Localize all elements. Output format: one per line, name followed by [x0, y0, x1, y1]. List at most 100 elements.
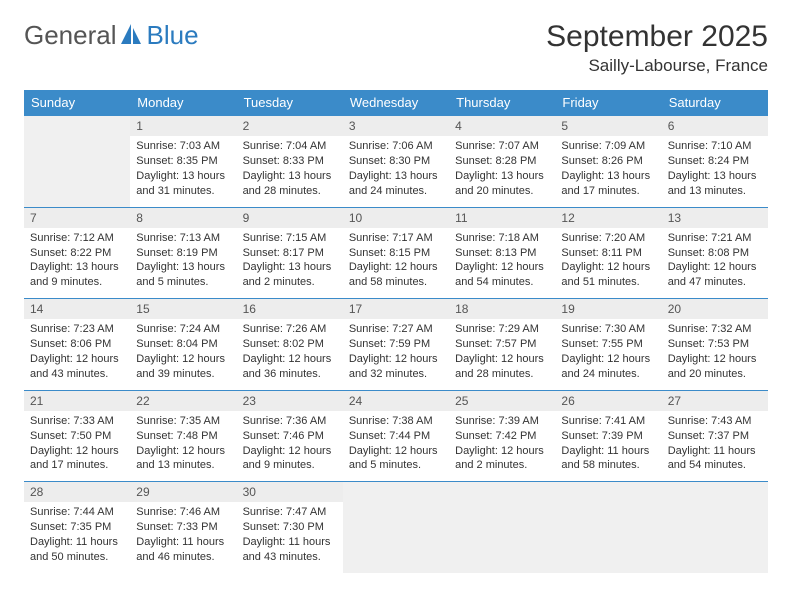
calendar-cell: 25 Sunrise: 7:39 AMSunset: 7:42 PMDayligh…: [449, 390, 555, 482]
calendar-row: 7Sunrise: 7:12 AMSunset: 8:22 PMDaylight…: [24, 207, 768, 299]
day-info: Sunrise: 7:24 AMSunset: 8:04 PMDaylight:…: [136, 322, 230, 381]
calendar-cell-empty: [24, 116, 130, 208]
day-info: Sunrise: 7:38 AMSunset: 7:44 PMDaylight:…: [349, 414, 443, 473]
calendar-cell: 24 Sunrise: 7:38 AMSunset: 7:44 PMDayligh…: [343, 390, 449, 482]
calendar-cell: 8 Sunrise: 7:13 AMSunset: 8:19 PMDaylight…: [130, 207, 236, 299]
day-info: Sunrise: 7:06 AMSunset: 8:30 PMDaylight:…: [349, 139, 443, 198]
calendar-cell: 9 Sunrise: 7:15 AMSunset: 8:17 PMDaylight…: [237, 207, 343, 299]
calendar-row: 1 Sunrise: 7:03 AMSunset: 8:35 PMDaylight…: [24, 116, 768, 208]
day-info: Sunrise: 7:29 AMSunset: 7:57 PMDaylight:…: [455, 322, 549, 381]
day-header-saturday: Saturday: [662, 90, 768, 116]
month-title: September 2025: [546, 20, 768, 54]
day-info: Sunrise: 7:07 AMSunset: 8:28 PMDaylight:…: [455, 139, 549, 198]
day-header-sunday: Sunday: [24, 90, 130, 116]
calendar-cell: 28 Sunrise: 7:44 AMSunset: 7:35 PMDayligh…: [24, 482, 130, 573]
day-info: Sunrise: 7:30 AMSunset: 7:55 PMDaylight:…: [561, 322, 655, 381]
day-number: 16: [237, 299, 343, 319]
day-info: Sunrise: 7:17 AMSunset: 8:15 PMDaylight:…: [349, 231, 443, 290]
day-header-row: SundayMondayTuesdayWednesdayThursdayFrid…: [24, 90, 768, 116]
day-header-monday: Monday: [130, 90, 236, 116]
page-header: General Blue September 2025 Sailly-Labou…: [24, 20, 768, 76]
day-header-thursday: Thursday: [449, 90, 555, 116]
logo-text-1: General: [24, 20, 117, 51]
day-info: Sunrise: 7:27 AMSunset: 7:59 PMDaylight:…: [349, 322, 443, 381]
day-number: 3: [343, 116, 449, 136]
day-number: 26: [555, 391, 661, 411]
day-number: 8: [130, 208, 236, 228]
day-number: 22: [130, 391, 236, 411]
day-info: Sunrise: 7:15 AMSunset: 8:17 PMDaylight:…: [243, 231, 337, 290]
day-header-friday: Friday: [555, 90, 661, 116]
day-number: 14: [24, 299, 130, 319]
calendar-cell-empty: [343, 482, 449, 573]
calendar-cell-empty: [555, 482, 661, 573]
calendar-cell: 17 Sunrise: 7:27 AMSunset: 7:59 PMDayligh…: [343, 299, 449, 391]
day-info: Sunrise: 7:26 AMSunset: 8:02 PMDaylight:…: [243, 322, 337, 381]
day-number: 28: [24, 482, 130, 502]
day-info: Sunrise: 7:09 AMSunset: 8:26 PMDaylight:…: [561, 139, 655, 198]
calendar-cell: 12 Sunrise: 7:20 AMSunset: 8:11 PMDayligh…: [555, 207, 661, 299]
calendar-cell: 22 Sunrise: 7:35 AMSunset: 7:48 PMDayligh…: [130, 390, 236, 482]
day-number: 20: [662, 299, 768, 319]
calendar-cell: 4 Sunrise: 7:07 AMSunset: 8:28 PMDaylight…: [449, 116, 555, 208]
calendar-cell: 27 Sunrise: 7:43 AMSunset: 7:37 PMDayligh…: [662, 390, 768, 482]
calendar-cell: 15 Sunrise: 7:24 AMSunset: 8:04 PMDayligh…: [130, 299, 236, 391]
calendar-cell: 14 Sunrise: 7:23 AMSunset: 8:06 PMDayligh…: [24, 299, 130, 391]
day-number: 19: [555, 299, 661, 319]
day-number: 21: [24, 391, 130, 411]
day-info: Sunrise: 7:21 AMSunset: 8:08 PMDaylight:…: [668, 231, 762, 290]
day-number: 17: [343, 299, 449, 319]
title-block: September 2025 Sailly-Labourse, France: [546, 20, 768, 76]
day-number: 9: [237, 208, 343, 228]
day-info: Sunrise: 7:20 AMSunset: 8:11 PMDaylight:…: [561, 231, 655, 290]
calendar-cell: 7Sunrise: 7:12 AMSunset: 8:22 PMDaylight…: [24, 207, 130, 299]
day-header-wednesday: Wednesday: [343, 90, 449, 116]
day-number: 5: [555, 116, 661, 136]
day-info: Sunrise: 7:44 AMSunset: 7:35 PMDaylight:…: [30, 505, 124, 564]
day-info: Sunrise: 7:23 AMSunset: 8:06 PMDaylight:…: [30, 322, 124, 381]
day-header-tuesday: Tuesday: [237, 90, 343, 116]
calendar-cell: 1 Sunrise: 7:03 AMSunset: 8:35 PMDaylight…: [130, 116, 236, 208]
day-info: Sunrise: 7:47 AMSunset: 7:30 PMDaylight:…: [243, 505, 337, 564]
calendar-cell-empty: [662, 482, 768, 573]
day-number: 24: [343, 391, 449, 411]
calendar-cell: 19 Sunrise: 7:30 AMSunset: 7:55 PMDayligh…: [555, 299, 661, 391]
calendar-cell: 2Sunrise: 7:04 AMSunset: 8:33 PMDaylight…: [237, 116, 343, 208]
calendar-cell: 11Sunrise: 7:18 AMSunset: 8:13 PMDayligh…: [449, 207, 555, 299]
location: Sailly-Labourse, France: [546, 56, 768, 76]
calendar-cell: 21Sunrise: 7:33 AMSunset: 7:50 PMDayligh…: [24, 390, 130, 482]
day-info: Sunrise: 7:35 AMSunset: 7:48 PMDaylight:…: [136, 414, 230, 473]
calendar-cell: 13 Sunrise: 7:21 AMSunset: 8:08 PMDayligh…: [662, 207, 768, 299]
day-info: Sunrise: 7:43 AMSunset: 7:37 PMDaylight:…: [668, 414, 762, 473]
day-info: Sunrise: 7:39 AMSunset: 7:42 PMDaylight:…: [455, 414, 549, 473]
calendar-cell: 3 Sunrise: 7:06 AMSunset: 8:30 PMDaylight…: [343, 116, 449, 208]
logo: General Blue: [24, 20, 199, 51]
day-info: Sunrise: 7:03 AMSunset: 8:35 PMDaylight:…: [136, 139, 230, 198]
calendar-row: 28 Sunrise: 7:44 AMSunset: 7:35 PMDayligh…: [24, 482, 768, 573]
day-info: Sunrise: 7:04 AMSunset: 8:33 PMDaylight:…: [243, 139, 337, 198]
day-info: Sunrise: 7:36 AMSunset: 7:46 PMDaylight:…: [243, 414, 337, 473]
calendar-row: 14 Sunrise: 7:23 AMSunset: 8:06 PMDayligh…: [24, 299, 768, 391]
day-number: 15: [130, 299, 236, 319]
day-number: 27: [662, 391, 768, 411]
day-number: 4: [449, 116, 555, 136]
calendar-cell: 10 Sunrise: 7:17 AMSunset: 8:15 PMDayligh…: [343, 207, 449, 299]
day-number: 23: [237, 391, 343, 411]
day-number: 1: [130, 116, 236, 136]
calendar-cell: 29Sunrise: 7:46 AMSunset: 7:33 PMDayligh…: [130, 482, 236, 573]
calendar-cell: 18 Sunrise: 7:29 AMSunset: 7:57 PMDayligh…: [449, 299, 555, 391]
calendar-body: 1 Sunrise: 7:03 AMSunset: 8:35 PMDaylight…: [24, 116, 768, 573]
day-number: 13: [662, 208, 768, 228]
day-number: 10: [343, 208, 449, 228]
day-number: 25: [449, 391, 555, 411]
day-info: Sunrise: 7:12 AMSunset: 8:22 PMDaylight:…: [30, 231, 124, 290]
day-number: 29: [130, 482, 236, 502]
day-number: 18: [449, 299, 555, 319]
day-number: 12: [555, 208, 661, 228]
day-info: Sunrise: 7:13 AMSunset: 8:19 PMDaylight:…: [136, 231, 230, 290]
logo-text-2: Blue: [147, 20, 199, 51]
calendar-cell: 20Sunrise: 7:32 AMSunset: 7:53 PMDayligh…: [662, 299, 768, 391]
day-info: Sunrise: 7:10 AMSunset: 8:24 PMDaylight:…: [668, 139, 762, 198]
logo-sail-icon: [119, 20, 145, 51]
day-info: Sunrise: 7:18 AMSunset: 8:13 PMDaylight:…: [455, 231, 549, 290]
